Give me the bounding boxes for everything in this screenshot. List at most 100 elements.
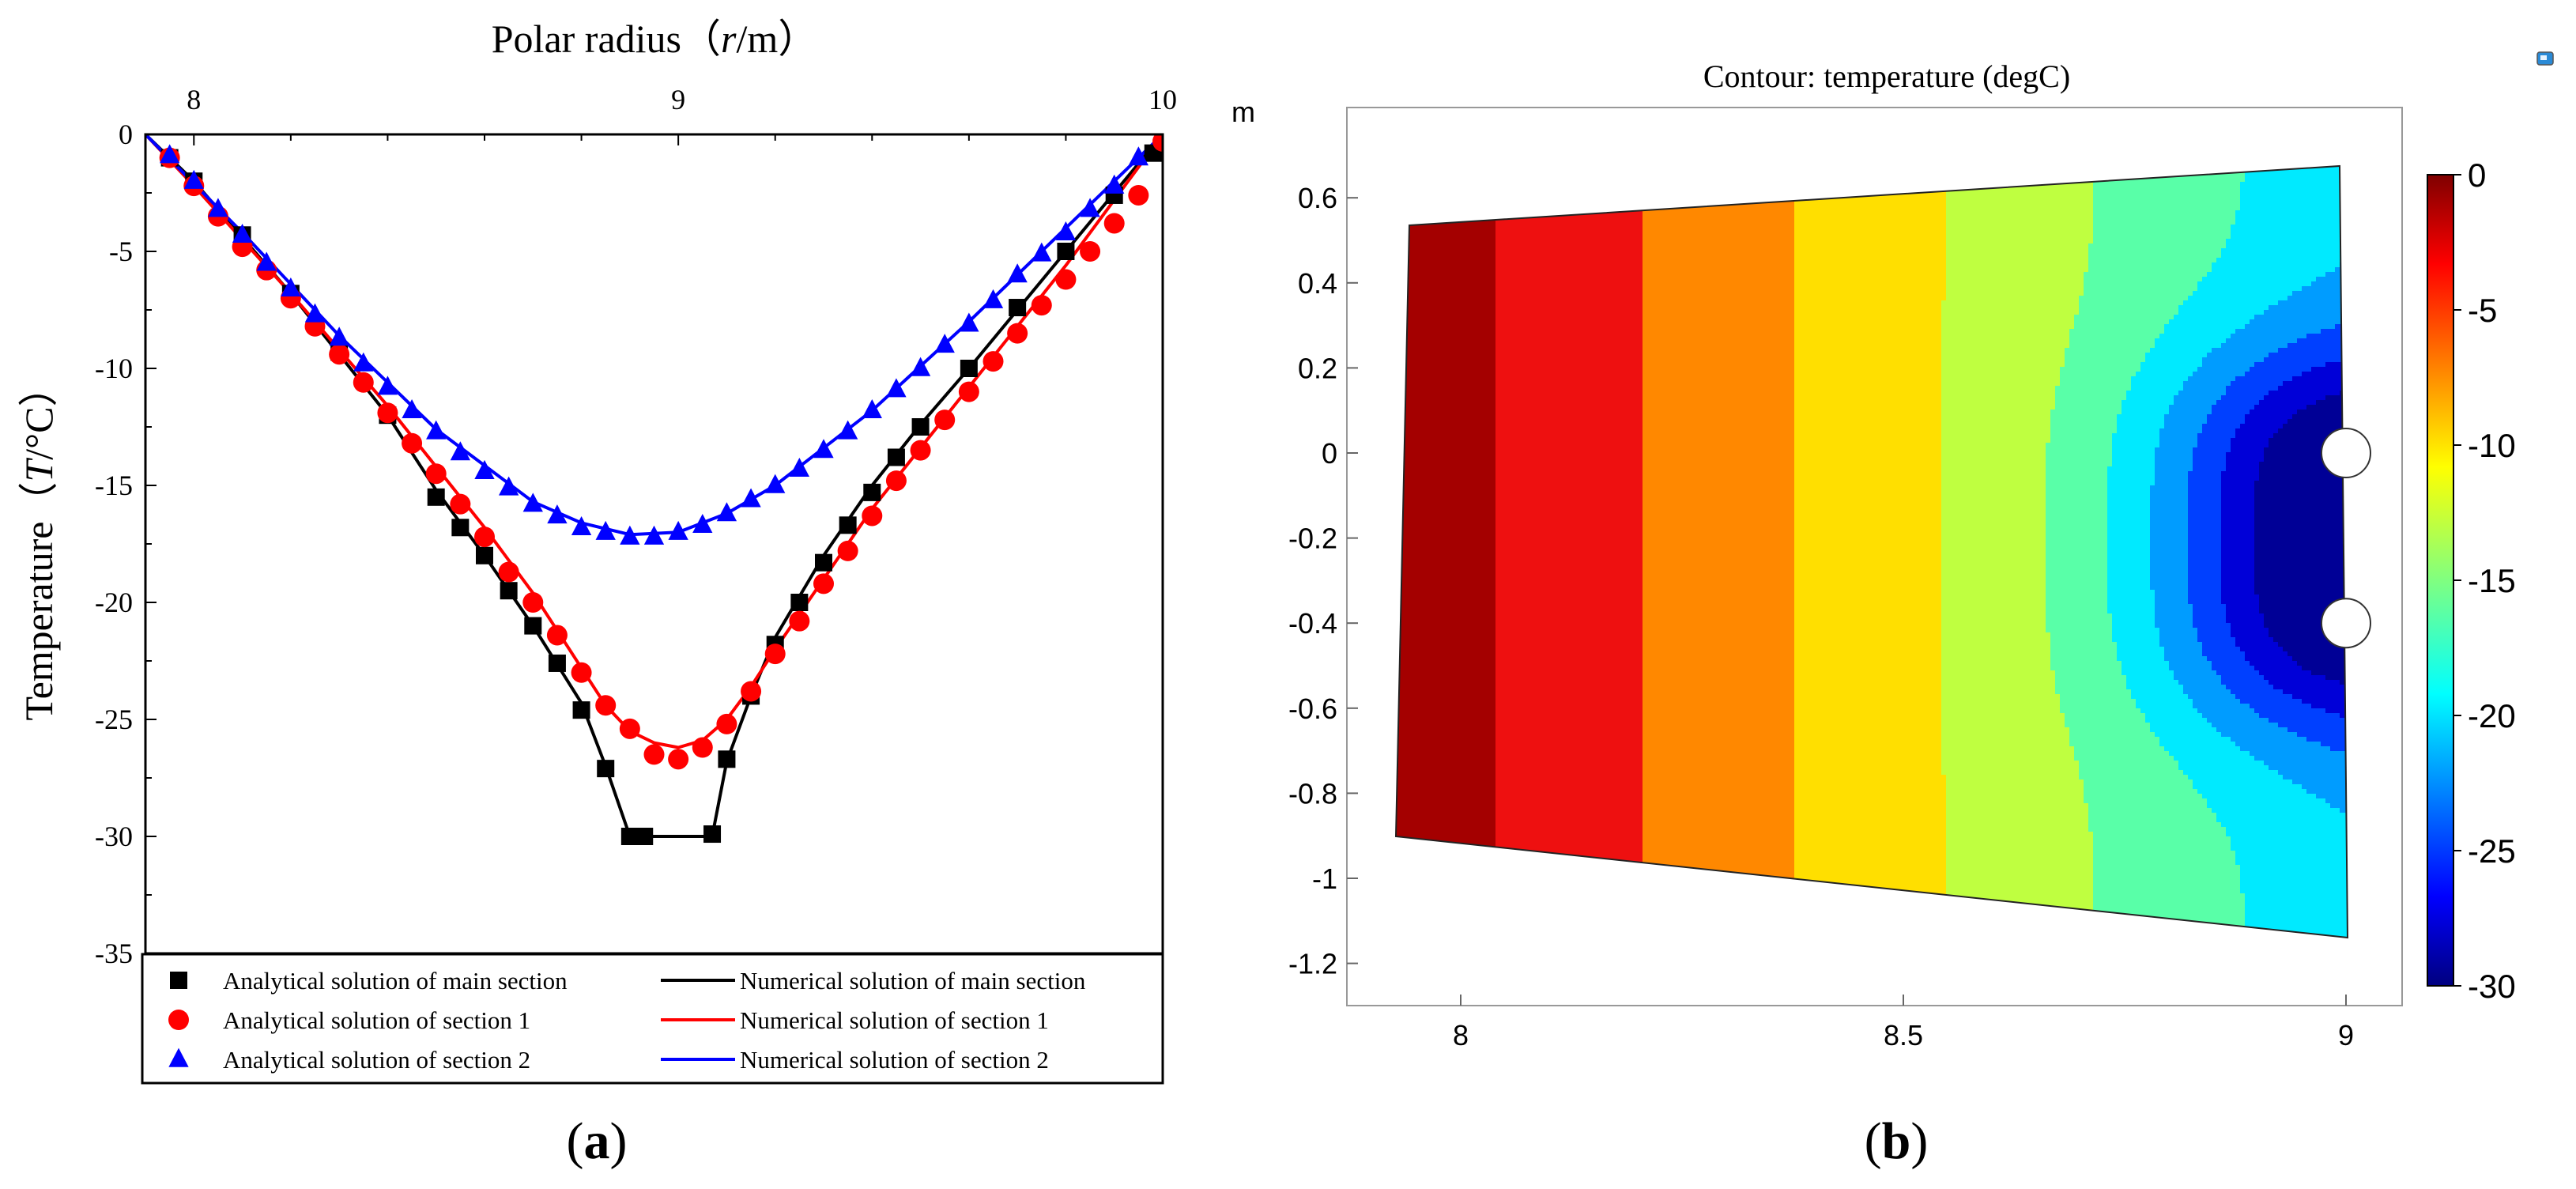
contour-cell [1415,291,1420,296]
data-point-circle [716,713,737,734]
contour-cell [1500,566,1506,572]
contour-cell [1472,765,1477,771]
contour-cell [1486,576,1492,581]
contour-cell [1491,424,1496,429]
contour-cell [1429,585,1435,591]
contour-cell [1500,827,1506,832]
contour-cell [1396,419,1401,425]
contour-cell [1415,585,1420,591]
y-axis-title-a: Temperature（T/°C） [17,368,61,721]
contour-cell [1495,272,1501,277]
contour-cell [1477,642,1482,647]
contour-cell [1486,765,1492,771]
contour-cell [1510,300,1515,306]
contour-cell [1415,239,1420,244]
contour-cell [1424,742,1430,747]
contour-cell [1510,651,1515,657]
contour-cell [1439,585,1444,591]
contour-cell [1401,713,1406,719]
contour-cell [1500,357,1506,363]
contour-cell [1472,661,1477,666]
contour-cell [1415,685,1420,690]
contour-cell [1477,395,1482,401]
contour-cell [1495,590,1501,595]
contour-cell [1481,315,1487,320]
contour-cell [1424,319,1430,325]
contour-cell [1434,732,1439,738]
contour-cell [1434,571,1439,576]
contour-cell [1410,675,1416,681]
contour-cell [1514,504,1520,510]
contour-cell [1410,661,1416,666]
contour-cell [1443,779,1449,785]
contour-cell [1519,946,1525,951]
contour-cell [1443,851,1449,856]
contour-cell [1472,680,1477,685]
contour-cell [1467,836,1473,842]
contour-cell [1434,908,1439,913]
contour-cell [1415,708,1420,714]
contour-cell [1462,495,1468,500]
contour-cell [1477,647,1482,652]
contour-cell [1448,158,1454,164]
contour-cell [1448,813,1454,818]
contour-cell [1486,775,1492,780]
contour-cell [1514,685,1520,690]
contour-cell [1453,618,1458,624]
contour-cell [1462,661,1468,666]
contour-cell [1462,927,1468,932]
contour-cell [1458,827,1463,832]
contour-cell [1486,372,1492,377]
contour-cell [1453,889,1458,894]
contour-cell [1477,808,1482,813]
contour-cell [1410,509,1416,515]
contour-cell [1505,860,1511,866]
contour-cell [1434,166,1439,168]
contour-cell [1524,576,1529,581]
contour-cell [1519,225,1525,230]
contour-cell [1495,808,1501,813]
contour-cell [1458,936,1463,938]
contour-cell [1500,514,1506,519]
contour-cell [1443,504,1449,510]
contour-cell [1524,685,1529,690]
contour-cell [1424,542,1430,548]
contour-cell [1429,519,1435,524]
contour-cell [1401,353,1406,358]
contour-cell [1420,908,1425,913]
contour-cell [1410,685,1416,690]
contour-cell [1458,779,1463,785]
contour-cell [1505,803,1511,809]
contour-cell [1439,751,1444,757]
contour-cell [1491,220,1496,225]
contour-cell [1467,452,1473,458]
contour-cell [1405,874,1411,880]
contour-cell [1396,580,1401,586]
contour-cell [1429,172,1435,178]
contour-cell [1486,481,1492,486]
x-tick-label: 8 [187,84,201,115]
contour-cell [1500,893,1506,899]
contour-cell [1505,708,1511,714]
contour-cell [1453,248,1458,254]
contour-cell [1500,618,1506,624]
contour-cell [1448,367,1454,372]
contour-cell [1439,713,1444,719]
contour-cell [1472,808,1477,813]
contour-cell [1486,523,1492,529]
contour-cell [1500,248,1506,254]
contour-cell [1519,538,1525,543]
contour-cell [1519,789,1525,795]
contour-cell [1453,286,1458,292]
contour-cell [1519,879,1525,885]
contour-cell [1420,893,1425,899]
contour-cell [1420,931,1425,937]
contour-cell [1514,187,1520,192]
contour-cell [1405,509,1411,515]
contour-cell [1486,737,1492,742]
contour-cell [1514,210,1520,216]
contour-cell [1519,182,1525,187]
contour-cell [1472,362,1477,368]
contour-cell [1519,443,1525,448]
contour-cell [1472,566,1477,572]
